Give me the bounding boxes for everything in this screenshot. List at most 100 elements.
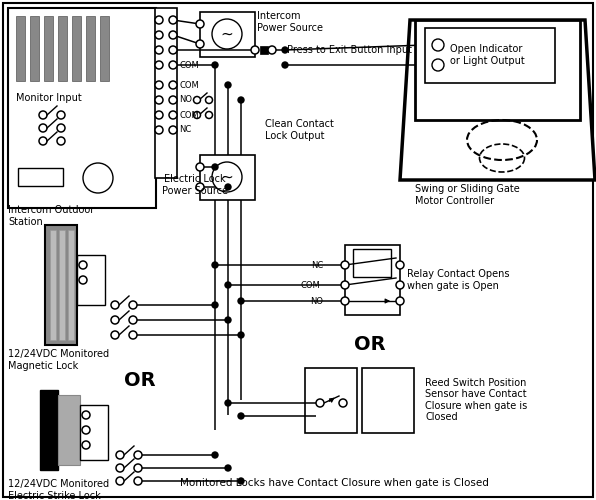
Circle shape [155,31,163,39]
Text: COM: COM [179,80,198,90]
Circle shape [396,281,404,289]
Circle shape [212,452,218,458]
Circle shape [169,46,177,54]
Circle shape [212,19,242,49]
Circle shape [432,39,444,51]
Circle shape [396,261,404,269]
Circle shape [282,62,288,68]
Text: COM: COM [300,280,320,289]
Circle shape [155,126,163,134]
Circle shape [83,163,113,193]
Text: ~: ~ [221,26,234,42]
Circle shape [212,62,218,68]
Bar [59,230,65,340]
Circle shape [111,301,119,309]
Circle shape [57,111,65,119]
Circle shape [225,317,231,323]
Circle shape [39,137,47,145]
Text: Monitored Locks have Contact Closure when gate is Closed: Monitored Locks have Contact Closure whe… [180,478,489,488]
Bar [58,16,67,81]
Text: Press to Exit Button Input: Press to Exit Button Input [287,45,412,55]
Bar [260,46,268,54]
Bar [45,225,77,345]
Circle shape [134,451,142,459]
Circle shape [79,261,87,269]
Bar [100,16,109,81]
Bar [50,230,56,340]
Circle shape [268,46,276,54]
Circle shape [169,31,177,39]
Circle shape [39,111,47,119]
Circle shape [225,82,231,88]
Circle shape [341,297,349,305]
Circle shape [238,298,244,304]
Circle shape [341,261,349,269]
Circle shape [196,183,204,191]
Bar [40,390,58,470]
Text: Reed Switch Position
Sensor have Contact
Closure when gate is
Closed: Reed Switch Position Sensor have Contact… [425,378,527,422]
Circle shape [238,478,244,484]
Circle shape [116,477,124,485]
Bar [16,16,25,81]
Bar [353,249,391,277]
Circle shape [194,112,200,118]
Circle shape [225,400,231,406]
Text: COM: COM [179,60,198,70]
Text: NO: NO [179,96,192,104]
Bar [362,368,414,433]
Circle shape [169,96,177,104]
Circle shape [155,81,163,89]
Circle shape [129,301,137,309]
Circle shape [169,81,177,89]
Circle shape [169,61,177,69]
Circle shape [155,16,163,24]
Circle shape [155,61,163,69]
Circle shape [129,316,137,324]
Circle shape [432,59,444,71]
Text: Intercom
Power Source: Intercom Power Source [257,11,323,33]
Circle shape [169,111,177,119]
Circle shape [111,316,119,324]
Text: ~: ~ [221,170,234,184]
Bar [80,405,108,460]
Text: NC: NC [179,126,191,134]
Text: OR: OR [354,336,386,354]
Circle shape [339,399,347,407]
Text: Intercom Outdoor
Station: Intercom Outdoor Station [8,205,94,227]
Circle shape [155,46,163,54]
Circle shape [39,124,47,132]
Circle shape [341,281,349,289]
Bar [68,230,74,340]
Text: Swing or Sliding Gate
Motor Controller: Swing or Sliding Gate Motor Controller [415,184,520,206]
Text: COM: COM [179,110,198,120]
Bar [415,20,580,120]
Circle shape [212,262,218,268]
Circle shape [155,111,163,119]
Circle shape [79,276,87,284]
Text: NO: NO [310,296,323,306]
Bar [200,155,255,200]
Bar [200,12,255,57]
Text: 12/24VDC Monitored
Magnetic Lock: 12/24VDC Monitored Magnetic Lock [8,349,109,371]
Circle shape [82,411,90,419]
Circle shape [82,441,90,449]
Circle shape [57,137,65,145]
Circle shape [225,465,231,471]
Circle shape [316,399,324,407]
Polygon shape [400,20,595,180]
Circle shape [196,20,204,28]
Circle shape [238,97,244,103]
Circle shape [116,464,124,472]
Text: Open Indicator
or Light Output: Open Indicator or Light Output [450,44,524,66]
Circle shape [116,451,124,459]
Text: Monitor Input: Monitor Input [16,93,82,103]
Circle shape [134,464,142,472]
Circle shape [155,96,163,104]
Bar [18,168,63,186]
Bar [72,16,81,81]
Bar [58,395,80,465]
Bar [77,255,105,305]
Circle shape [134,477,142,485]
Circle shape [282,47,288,53]
Text: Clean Contact
Lock Output: Clean Contact Lock Output [265,119,334,141]
